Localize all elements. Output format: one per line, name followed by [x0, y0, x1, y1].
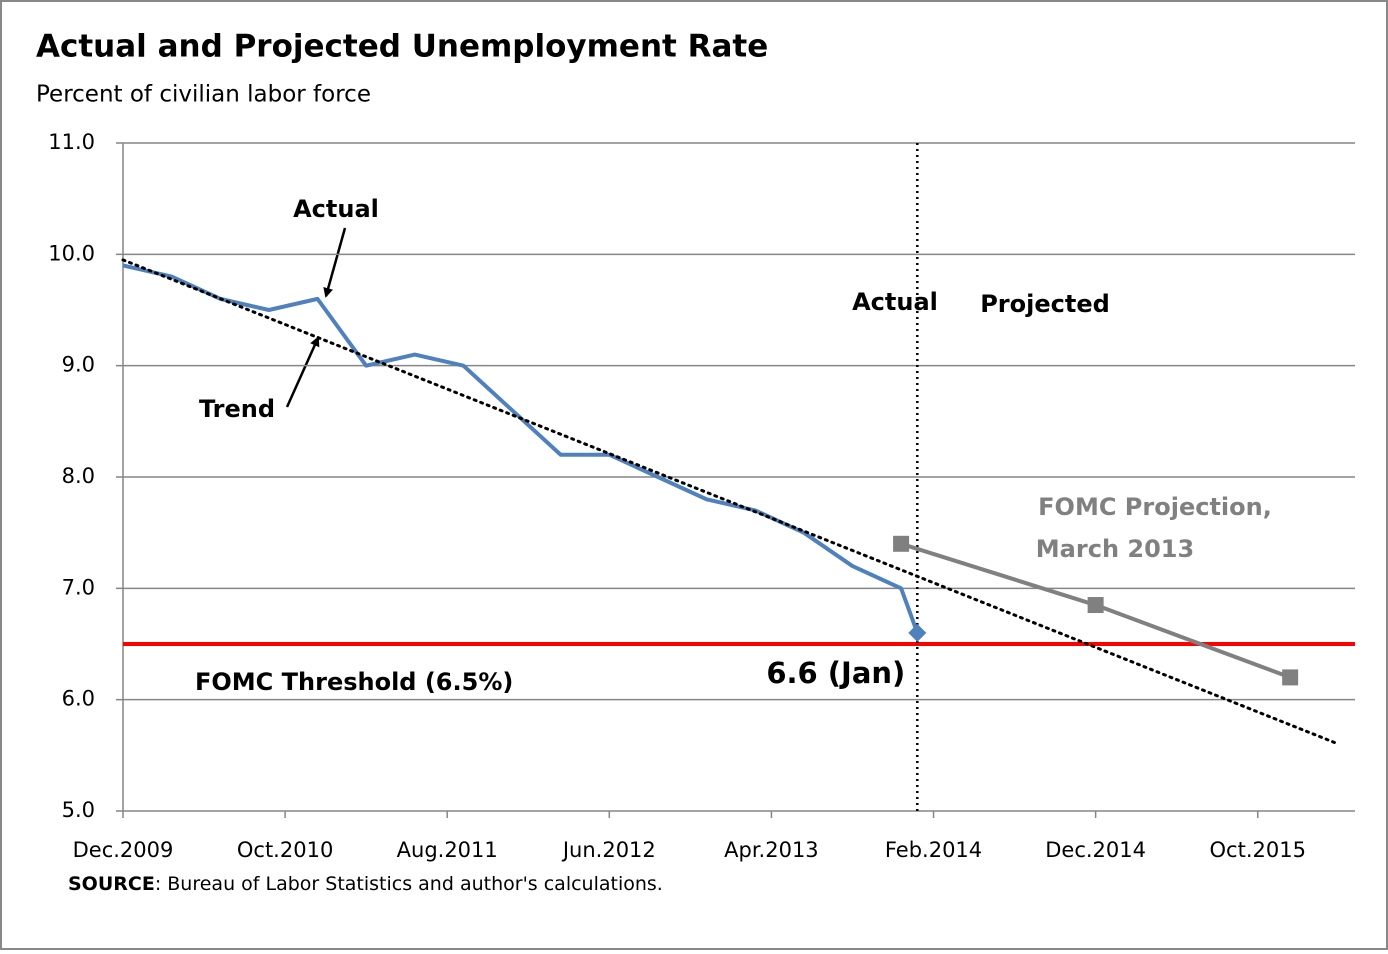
arrow [285, 336, 320, 408]
y-tick-label: 6.0 [62, 687, 95, 711]
marker [893, 535, 910, 552]
annotation: Actual [852, 288, 938, 316]
annotation: Actual [293, 195, 379, 223]
annotation: FOMC Projection, [1038, 493, 1272, 521]
source-label: SOURCE [68, 873, 155, 895]
marker [1282, 669, 1299, 686]
x-tick-label: Apr.2013 [724, 838, 819, 862]
x-tick-label: Aug.2011 [397, 838, 498, 862]
source-text: : Bureau of Labor Statistics and author'… [155, 873, 663, 895]
annotation: March 2013 [1036, 535, 1194, 563]
arrow [323, 227, 347, 298]
annotation: Trend [199, 395, 275, 423]
series-line [122, 263, 920, 634]
x-tick-label: Dec.2014 [1045, 838, 1146, 862]
y-tick-label: 10.0 [48, 241, 95, 265]
source: SOURCE: Bureau of Labor Statistics and a… [68, 873, 663, 895]
chart-subtitle: Percent of civilian labor force [36, 82, 371, 108]
y-tick-label: 11.0 [48, 130, 95, 154]
x-tick-label: Oct.2015 [1210, 838, 1306, 862]
value-label: 6.6 (Jan) [766, 656, 905, 690]
x-tick-label: Feb.2014 [885, 838, 982, 862]
y-tick-label: 9.0 [62, 353, 95, 377]
x-tick-label: Oct.2010 [237, 838, 333, 862]
x-tick-label: Dec.2009 [73, 838, 174, 862]
y-tick-label: 5.0 [62, 798, 95, 822]
threshold-label: FOMC Threshold (6.5%) [195, 668, 513, 696]
marker [1087, 597, 1104, 614]
y-tick-label: 8.0 [62, 464, 95, 488]
x-tick-label: Jun.2012 [561, 838, 656, 862]
annotation: Projected [980, 290, 1110, 318]
y-tick-label: 7.0 [62, 575, 95, 599]
series-line [121, 258, 1341, 746]
marker [908, 623, 927, 642]
chart-title: Actual and Projected Unemployment Rate [36, 29, 768, 65]
